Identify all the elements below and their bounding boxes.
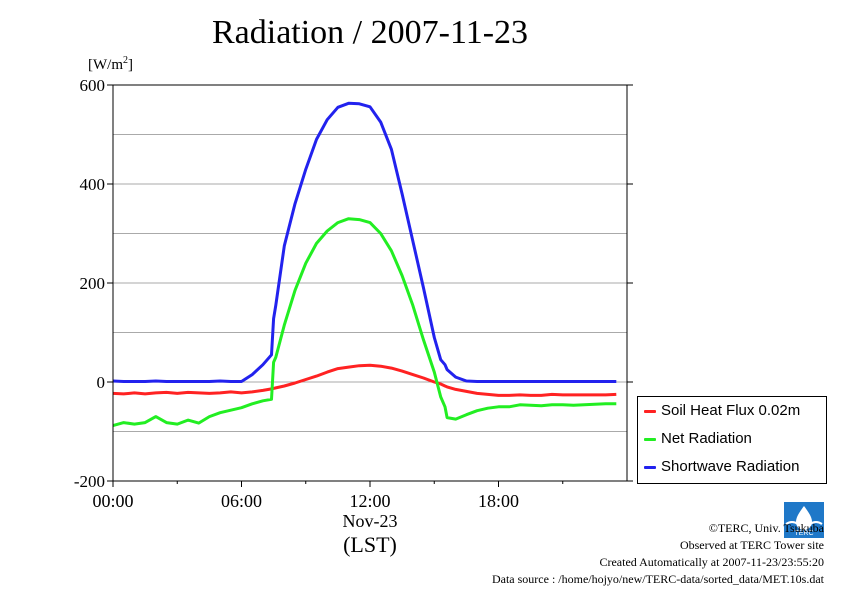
chart-legend: Soil Heat Flux 0.02m Net Radiation Short… bbox=[637, 396, 827, 484]
series-lines bbox=[112, 101, 617, 428]
copyright-text: ©TERC, Univ. Tsukuba bbox=[708, 521, 824, 535]
legend-swatch-blue bbox=[644, 465, 656, 469]
legend-item-net-radiation: Net Radiation bbox=[644, 429, 752, 449]
x-tick-label: 06:00 bbox=[221, 491, 262, 511]
legend-swatch-red bbox=[644, 409, 656, 413]
legend-swatch-green bbox=[644, 437, 656, 441]
svg-text:TERC: TERC bbox=[794, 530, 813, 537]
created-text: Created Automatically at 2007-11-23/23:5… bbox=[599, 555, 824, 569]
axis-ticks: -200 0 200 400 600 00:00 06:00 12:00 18:00 bbox=[74, 76, 633, 511]
grid-lines bbox=[113, 134, 627, 432]
series-line-1 bbox=[112, 217, 617, 428]
y-axis-unit: [W/m2] bbox=[88, 55, 133, 73]
x-axis-date: Nov-23 bbox=[342, 511, 398, 531]
y-tick-label: 0 bbox=[97, 373, 106, 392]
series-line-0 bbox=[112, 363, 617, 397]
x-tick-label: 18:00 bbox=[478, 491, 519, 511]
terc-logo: TERC bbox=[784, 502, 824, 538]
x-axis-label: (LST) bbox=[343, 532, 397, 557]
y-tick-label: 600 bbox=[80, 76, 106, 95]
y-tick-label: 400 bbox=[80, 175, 106, 194]
legend-label: Net Radiation bbox=[661, 430, 752, 447]
credits-block: ©TERC, Univ. Tsukuba Observed at TERC To… bbox=[492, 520, 824, 588]
legend-item-soil-heat-flux: Soil Heat Flux 0.02m bbox=[644, 401, 800, 421]
x-tick-label: 12:00 bbox=[349, 491, 390, 511]
legend-label: Soil Heat Flux 0.02m bbox=[661, 402, 801, 419]
x-tick-label: 00:00 bbox=[92, 491, 133, 511]
y-tick-label: 200 bbox=[80, 274, 106, 293]
chart-title: Radiation / 2007-11-23 bbox=[211, 14, 529, 51]
source-text: Data source : /home/hojyo/new/TERC-data/… bbox=[491, 572, 824, 586]
series-line-2 bbox=[112, 101, 617, 383]
legend-label: Shortwave Radiation bbox=[661, 458, 800, 475]
site-text: Observed at TERC Tower site bbox=[679, 538, 824, 552]
legend-item-shortwave-radiation: Shortwave Radiation bbox=[644, 457, 799, 477]
y-tick-label: -200 bbox=[74, 472, 105, 491]
